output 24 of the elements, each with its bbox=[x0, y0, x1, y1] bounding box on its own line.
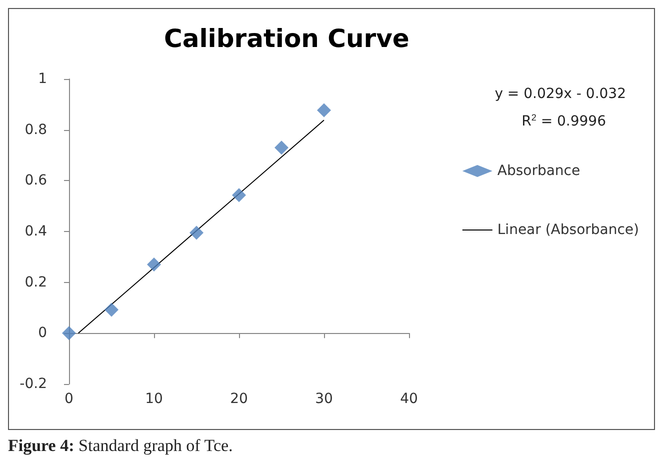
y-tick-label: 0.8 bbox=[24, 122, 47, 138]
y-tick-label: 0.2 bbox=[24, 274, 47, 290]
point bbox=[232, 188, 246, 202]
text: y = 0.029x - 0.032 bbox=[494, 86, 626, 102]
point bbox=[274, 140, 288, 155]
x-tick-label: 0 bbox=[64, 391, 74, 407]
x-tick-label: 40 bbox=[400, 391, 418, 407]
point bbox=[317, 103, 331, 118]
point bbox=[147, 258, 161, 272]
y-tick-label: 0.4 bbox=[24, 224, 48, 240]
y-tick-label: 0.6 bbox=[24, 172, 48, 189]
y-tick-label: 1 bbox=[38, 71, 47, 87]
y-tick-label: -0.2 bbox=[20, 376, 47, 392]
point bbox=[190, 226, 204, 240]
point bbox=[62, 326, 76, 340]
caption: Figure 4: Standard graph of Tce. bbox=[8, 436, 234, 456]
point bbox=[104, 302, 118, 317]
chart-title: Calibration Curve bbox=[164, 24, 410, 53]
legend-label: Linear (Absorbance) bbox=[497, 222, 640, 238]
y-tick-label: 0 bbox=[38, 325, 47, 342]
x-tick-label: 10 bbox=[145, 391, 163, 407]
x-tick-label: 20 bbox=[230, 391, 248, 407]
x-tick-label: 30 bbox=[315, 391, 333, 407]
legend-label: Absorbance bbox=[497, 163, 580, 179]
